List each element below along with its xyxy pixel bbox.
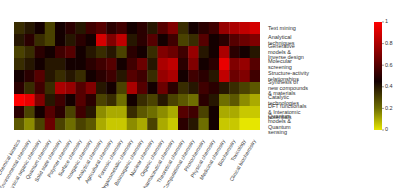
svg-text:0.8: 0.8: [385, 40, 392, 46]
svg-text:0.2: 0.2: [385, 105, 392, 111]
svg-text:1: 1: [385, 18, 388, 24]
svg-text:0.6: 0.6: [385, 62, 392, 68]
svg-text:Text mining: Text mining: [268, 25, 296, 31]
svg-text:Quantummodels &Quantumsensing: Quantummodels &Quantumsensing: [268, 113, 291, 136]
svg-text:Molecularscreening: Molecularscreening: [268, 58, 292, 70]
svg-text:0: 0: [385, 126, 388, 132]
svg-text:Clinical biochemistry: Clinical biochemistry: [228, 138, 257, 182]
svg-text:0.4: 0.4: [385, 83, 392, 89]
